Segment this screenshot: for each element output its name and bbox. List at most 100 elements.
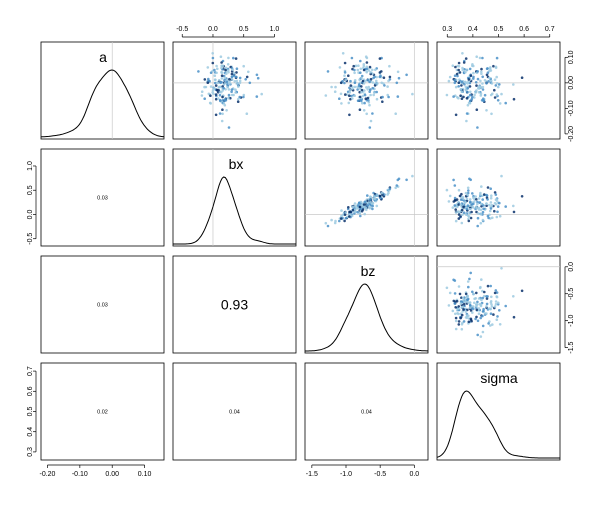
scatter-point (476, 202, 479, 206)
scatter-point (356, 85, 359, 89)
scatter-point (486, 67, 489, 70)
tick-label: -1.0 (568, 315, 575, 327)
scatter-point (220, 81, 223, 84)
panel-frame-bx-bx (172, 148, 297, 247)
scatter-point (477, 307, 481, 310)
scatter-point (219, 55, 223, 58)
scatter-point (467, 189, 470, 192)
scatter-point (457, 61, 461, 65)
scatter-point (494, 66, 498, 70)
tick-label: 0.7 (27, 366, 34, 376)
scatter-point (209, 85, 213, 88)
panel-frame-bx-bz (304, 148, 429, 247)
scatter-point (388, 78, 392, 81)
scatter-point (475, 198, 478, 201)
scatter-point (462, 211, 466, 214)
scatter-point (383, 84, 386, 87)
scatter-point (225, 109, 228, 112)
scatter-point (371, 207, 374, 211)
scatter-point (479, 208, 483, 212)
scatter-point (468, 198, 472, 201)
scatter-point (348, 215, 351, 218)
axis-left-bx: -0.5 0.0 0.5 1.0 (27, 161, 37, 245)
scatter-point (236, 97, 240, 101)
scatter-point (467, 217, 470, 221)
scatter-point (364, 97, 368, 100)
scatter-point (357, 64, 360, 67)
scatter-point (340, 214, 343, 218)
tick-label: 0.0 (409, 471, 419, 478)
scatter-point (324, 221, 328, 225)
scatter-point (235, 79, 239, 83)
scatter-point (488, 209, 492, 213)
scatter-point (233, 80, 236, 83)
panel-frame-sigma-bz (304, 362, 429, 461)
scatter-point (350, 94, 353, 98)
scatter-point (457, 312, 460, 316)
scatter-point (493, 209, 496, 213)
scatter-point (353, 208, 357, 211)
scatter-point (367, 101, 371, 104)
scatter-point (341, 213, 345, 216)
scatter-point (452, 178, 455, 182)
scatter-point (482, 294, 486, 298)
scatter-point (359, 67, 363, 71)
scatter-point (480, 185, 483, 188)
scatter-point (363, 101, 366, 105)
scatter-point (485, 82, 488, 85)
scatter-point (388, 75, 392, 79)
scatter-point (238, 95, 241, 99)
scatter-point (200, 94, 204, 97)
scatter-point (481, 296, 485, 300)
scatter-point (387, 95, 390, 99)
scatter-point (394, 186, 398, 190)
scatter-point (448, 194, 452, 198)
scatter-point (485, 202, 488, 205)
scatter-point (238, 81, 242, 85)
scatter-point (461, 213, 464, 216)
scatter-point (367, 85, 371, 89)
scatter-point (217, 88, 220, 92)
scatter-point (454, 113, 458, 117)
scatter-point (482, 207, 485, 211)
scatter-point (453, 81, 457, 85)
tick-label: 1.0 (27, 161, 34, 171)
scatter-a-vs-bx (173, 42, 296, 139)
scatter-point (348, 113, 351, 117)
scatter-point (462, 205, 465, 209)
scatter-point (375, 90, 379, 94)
scatter-point (471, 290, 474, 294)
scatter-point (481, 88, 485, 91)
scatter-point (367, 99, 370, 102)
scatter-point (494, 302, 498, 306)
scatter-point (471, 205, 474, 208)
tick-label: 0.0 (568, 262, 575, 272)
scatter-point (485, 193, 488, 197)
scatter-point (365, 86, 368, 89)
scatter-point (373, 195, 376, 198)
scatter-point (333, 90, 337, 93)
scatter-point (338, 66, 342, 69)
scatter-point (351, 97, 354, 100)
scatter-point (453, 196, 457, 200)
scatter-point (213, 68, 216, 72)
scatter-point (451, 206, 455, 209)
scatter-point (475, 89, 478, 92)
scatter-point (457, 307, 460, 311)
scatter-point (459, 88, 463, 91)
scatter-point (344, 93, 347, 96)
scatter-point (459, 302, 463, 305)
scatter-point (453, 204, 457, 207)
scatter-point (481, 314, 484, 318)
scatter-point (362, 82, 366, 85)
scatter-point (228, 79, 231, 83)
scatter-point (489, 312, 493, 316)
scatter-point (371, 112, 374, 115)
scatter-point (482, 204, 485, 207)
tick-label: 0.4 (468, 26, 478, 33)
tick-label: 0.6 (519, 26, 529, 33)
scatter-point (465, 96, 469, 100)
scatter-point (504, 205, 508, 208)
scatter-point (386, 93, 390, 97)
scatter-point (488, 307, 491, 310)
